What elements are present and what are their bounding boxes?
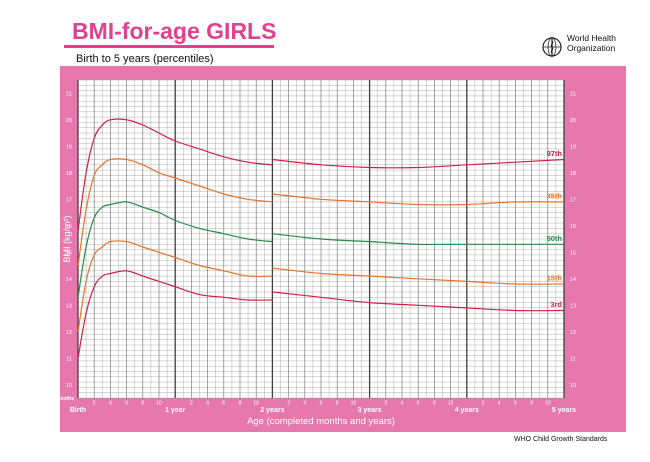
- x-minor-tick-label: 2: [93, 401, 96, 407]
- x-minor-tick-label: 8: [239, 401, 242, 407]
- x-minor-tick-label: 4: [109, 401, 112, 407]
- x-minor-tick-label: 6: [417, 401, 420, 407]
- y-tick-label-left: 14: [66, 277, 72, 283]
- x-minor-tick-label: 8: [141, 401, 144, 407]
- y-tick-label-left: 16: [66, 224, 72, 230]
- who-name: World Health Organization: [567, 33, 616, 53]
- y-tick-label-right: 11: [570, 356, 576, 362]
- series-label-85th: 85th: [547, 191, 563, 200]
- x-minor-tick-label: 4: [206, 401, 209, 407]
- series-line-97th: [77, 118, 273, 232]
- x-minor-tick-label: 8: [336, 401, 339, 407]
- y-tick-label-left: 13: [66, 303, 72, 309]
- series-line-50th: [272, 233, 564, 246]
- x-minor-tick-label: 10: [253, 401, 259, 407]
- page-title: BMI-for-age GIRLS: [72, 18, 277, 44]
- x-minor-tick-label: 8: [433, 401, 436, 407]
- y-tick-label-right: 13: [570, 303, 576, 309]
- x-minor-tick-label: 2: [190, 401, 193, 407]
- x-minor-tick-label: 2: [287, 401, 290, 407]
- title-rule: [64, 45, 274, 48]
- series-label-3rd: 3rd: [550, 300, 562, 309]
- y-tick-label-right: 17: [570, 197, 576, 203]
- series-line-15th: [77, 240, 273, 332]
- y-tick-label-right: 21: [570, 91, 576, 97]
- x-minor-tick-label: 10: [351, 401, 357, 407]
- y-tick-label-left: 12: [66, 330, 72, 336]
- x-minor-tick-label: 10: [448, 401, 454, 407]
- series-line-3rd: [77, 270, 273, 359]
- axes-layer: 10 10 11 11 12 12 13 13 14 14 15 15 16 16 17 17 18 18 19 19…: [56, 91, 576, 427]
- x-major-tick-label: 2 years: [260, 407, 284, 414]
- x-minor-tick-label: 10: [156, 401, 162, 407]
- y-axis-label: BMI (kg/m²): [62, 216, 72, 263]
- x-minor-tick-label: 2: [482, 401, 485, 407]
- x-major-tick-label: 3 years: [358, 407, 382, 414]
- series-label-50th: 50th: [547, 234, 563, 243]
- who-globe-icon: [542, 37, 562, 57]
- x-major-tick-label: 5 years: [552, 407, 576, 414]
- y-tick-label-right: 15: [570, 250, 576, 256]
- y-tick-label-right: 19: [570, 144, 576, 150]
- x-minor-tick-label: 4: [401, 401, 404, 407]
- x-minor-tick-label: 10: [545, 401, 551, 407]
- y-tick-label-left: 17: [66, 197, 72, 203]
- x-major-tick-label: 4 years: [455, 407, 479, 414]
- x-major-tick-label: 1 year: [165, 407, 186, 414]
- x-minor-tick-label: 6: [125, 401, 128, 407]
- x-minor-tick-label: 2: [384, 401, 387, 407]
- y-tick-label-right: 18: [570, 171, 576, 177]
- series-label-97th: 97th: [547, 149, 563, 158]
- x-minor-tick-label: 6: [514, 401, 517, 407]
- y-tick-label-left: 15: [66, 250, 72, 256]
- page-subtitle: Birth to 5 years (percentiles): [76, 53, 214, 65]
- y-tick-label-right: 14: [570, 277, 576, 283]
- x-axis-label: Age (completed months and years): [247, 416, 395, 427]
- x-minor-tick-label: 8: [530, 401, 533, 407]
- y-tick-label-left: 10: [66, 383, 72, 389]
- y-tick-label-left: 11: [66, 356, 72, 362]
- series-line-97th: [272, 158, 565, 169]
- x-major-tick-label: Birth: [70, 407, 86, 414]
- x-minor-tick-label: 4: [498, 401, 501, 407]
- y-tick-label-left: 18: [66, 171, 72, 177]
- footer-source: WHO Child Growth Standards: [514, 436, 608, 443]
- x-minor-tick-label: 6: [222, 401, 225, 407]
- series-line-15th: [272, 267, 565, 285]
- y-tick-label-right: 10: [570, 383, 576, 389]
- months-label: Months: [56, 396, 74, 402]
- y-tick-label-right: 20: [570, 118, 576, 124]
- x-minor-tick-label: 4: [303, 401, 306, 407]
- who-name-line2: Organization: [567, 43, 616, 53]
- series-label-15th: 15th: [547, 274, 563, 283]
- x-minor-tick-label: 6: [320, 401, 323, 407]
- series-layer: 97th 85th 50th 15th 3rd: [77, 118, 565, 359]
- grid: [77, 79, 565, 399]
- series-line-50th: [77, 201, 273, 298]
- y-tick-label-left: 21: [66, 91, 72, 97]
- y-tick-label-left: 19: [66, 144, 72, 150]
- y-tick-label-right: 12: [570, 330, 576, 336]
- y-tick-label-left: 20: [66, 118, 72, 124]
- who-name-line1: World Health: [567, 33, 616, 43]
- y-tick-label-right: 16: [570, 224, 576, 230]
- series-line-85th: [77, 158, 273, 266]
- series-line-85th: [272, 193, 565, 206]
- series-line-3rd: [272, 291, 565, 312]
